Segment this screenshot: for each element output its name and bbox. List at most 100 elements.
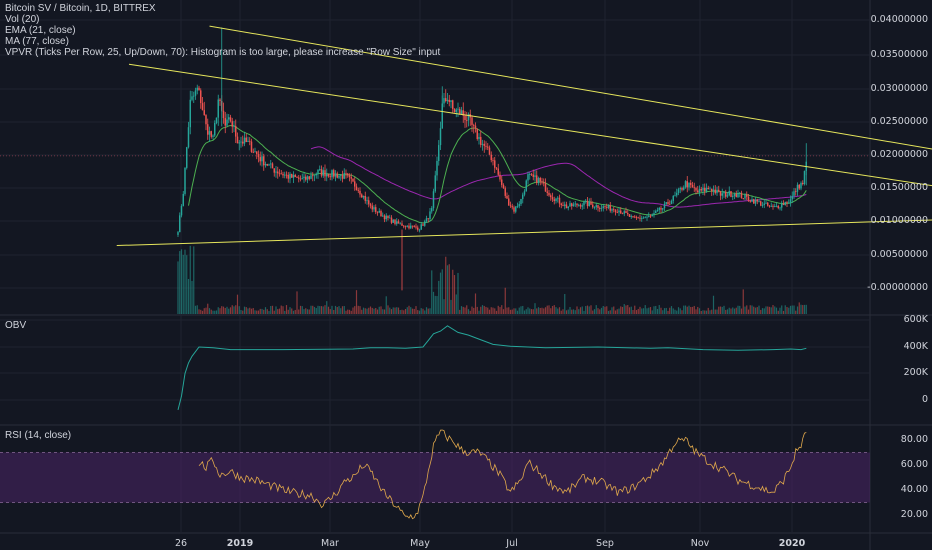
candle (362, 195, 365, 200)
candle (277, 166, 279, 179)
volume-bar (254, 310, 256, 314)
candle (180, 204, 183, 218)
candle (725, 189, 727, 199)
volume-bar (627, 305, 629, 314)
volume-bar (196, 305, 198, 314)
candle-body (373, 207, 375, 210)
volume-bar (504, 287, 506, 314)
volume-bar (527, 307, 529, 314)
obv-tick-label: 200K (903, 367, 928, 378)
volume-bar (383, 309, 386, 314)
candle (509, 201, 512, 208)
volume-bar (609, 310, 611, 314)
candle-body (660, 207, 662, 210)
candle (436, 156, 438, 181)
candle (240, 136, 242, 148)
candle (212, 134, 214, 140)
volume-bar (369, 306, 372, 314)
study-ma[interactable]: MA (77, close) (5, 36, 69, 47)
candle (525, 179, 527, 192)
candle (278, 169, 281, 177)
candle (201, 97, 204, 111)
volume-bar (193, 246, 195, 314)
volume-bar (464, 307, 466, 314)
volume-bar (243, 306, 246, 314)
candle (571, 202, 573, 210)
candle (564, 201, 566, 210)
volume-bar (543, 308, 545, 314)
candle (480, 130, 482, 148)
volume-bar (625, 305, 627, 314)
candle (424, 219, 426, 227)
candle-body (656, 209, 659, 212)
volume-bar (322, 306, 324, 314)
candle-body (397, 221, 400, 224)
candle (327, 173, 330, 178)
candle-body (481, 143, 484, 145)
candle-body (795, 191, 797, 193)
candle (319, 165, 321, 172)
candle-body (306, 176, 309, 180)
study-vpvr[interactable]: VPVR (Ticks Per Row, 25, Up/Down, 70): H… (5, 47, 441, 58)
volume-bar (301, 306, 303, 314)
symbol-title[interactable]: Bitcoin SV / Bitcoin, 1D, BITTREX (5, 3, 156, 14)
study-volume[interactable]: Vol (20) (5, 14, 40, 25)
obv-pane-label[interactable]: OBV (5, 320, 27, 331)
candle (392, 219, 394, 223)
volume-bar (576, 306, 578, 314)
volume-bar (320, 306, 323, 314)
candle-body (620, 210, 622, 214)
time-tick-label: May (410, 538, 430, 549)
candle (513, 205, 515, 214)
candle-body (537, 177, 540, 183)
candle (198, 85, 200, 91)
study-ema[interactable]: EMA (21, close) (5, 25, 76, 36)
candle-body (460, 110, 463, 115)
candle-body (544, 183, 547, 192)
candle (656, 207, 659, 212)
candle (280, 170, 282, 175)
candle-body (716, 189, 718, 194)
volume-bar (495, 310, 498, 314)
candle (418, 228, 421, 233)
candle (396, 218, 398, 226)
volume-bar (350, 310, 352, 314)
candle (263, 153, 265, 171)
candle (450, 100, 452, 109)
candle-body (677, 189, 680, 193)
volume-bar (763, 308, 765, 314)
volume-bar (207, 303, 209, 314)
volume-bar (730, 308, 732, 314)
candle (270, 159, 272, 169)
candle-body (189, 99, 191, 128)
volume-bar (420, 308, 422, 314)
volume-bar (203, 308, 205, 314)
volume-bar (441, 269, 443, 314)
rsi-pane-label[interactable]: RSI (14, close) (5, 430, 72, 441)
candle (578, 203, 580, 207)
candle (553, 196, 555, 205)
candle (438, 140, 440, 166)
candle (768, 204, 771, 208)
candle (191, 91, 193, 102)
candle-body (301, 178, 303, 180)
candle-body (718, 189, 720, 192)
candle (334, 170, 337, 182)
candle (282, 171, 284, 179)
candle-body (352, 178, 354, 182)
volume-bar (427, 308, 429, 314)
candle (726, 192, 729, 198)
candle-body (238, 142, 240, 144)
candle (648, 212, 650, 218)
candle (476, 128, 478, 141)
candle-body (438, 145, 440, 161)
candle-body (331, 170, 333, 178)
volume-bar (487, 307, 489, 314)
candle-body (210, 131, 212, 137)
candle-body (236, 136, 239, 144)
candle (210, 130, 212, 139)
volume-bar (436, 296, 438, 314)
volume-bar (688, 305, 690, 314)
volume-bar (228, 308, 230, 314)
